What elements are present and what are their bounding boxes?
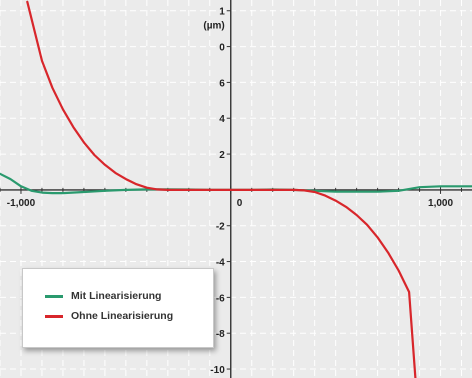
- legend-label-mit: Mit Linearisierung: [71, 290, 162, 302]
- y-tick-label: 4: [219, 114, 225, 125]
- y-unit-label: (µm): [203, 21, 224, 32]
- y-tick-label: -10: [210, 365, 225, 376]
- y-tick-label: 6: [219, 78, 225, 89]
- x-tick-label: -1,000: [7, 198, 36, 209]
- legend-item-mit: Mit Linearisierung: [23, 287, 161, 305]
- series-line-ohne: [26, 0, 417, 378]
- legend-item-ohne: Ohne Linearisierung: [23, 307, 173, 325]
- legend: Mit Linearisierung Ohne Linearisierung: [22, 268, 214, 348]
- x-tick-label: 0: [237, 198, 243, 209]
- legend-swatch-mit: [45, 294, 63, 298]
- x-tick-label: 1,000: [428, 198, 453, 209]
- y-tick-label: -8: [216, 329, 225, 340]
- y-tick-label: 1: [219, 7, 225, 18]
- y-tick-label: 2: [219, 150, 225, 161]
- y-tick-label: -6: [216, 293, 225, 304]
- y-tick-label: -2: [216, 222, 225, 233]
- y-tick-label: 0: [219, 43, 225, 54]
- y-tick-label: -4: [216, 258, 225, 269]
- legend-label-ohne: Ohne Linearisierung: [71, 310, 174, 322]
- legend-swatch-ohne: [45, 314, 63, 318]
